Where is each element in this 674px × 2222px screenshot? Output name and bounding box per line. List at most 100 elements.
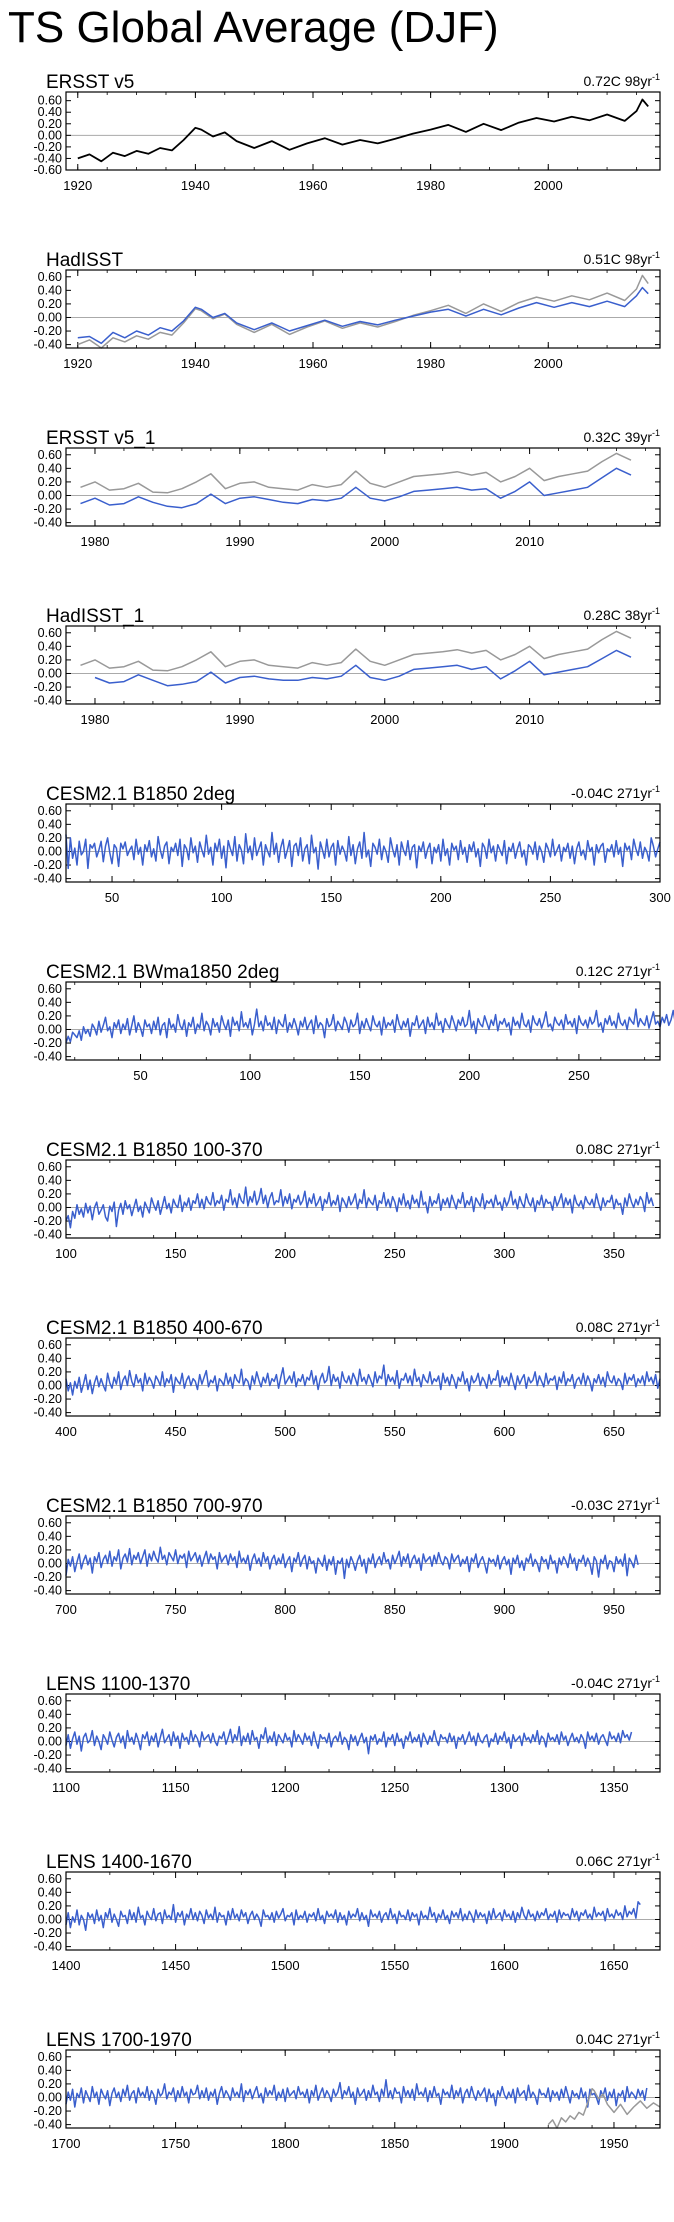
chart-panel: LENS 1700-1970 0.04C 271yr-1 0.60 0.40 0.20 0…: [0, 2020, 674, 2210]
x-tick-label: 1250: [380, 1780, 409, 1795]
panel-trend-stat: 0.12C 271yr-1: [576, 962, 660, 979]
y-tick-label: 0.00: [38, 666, 62, 680]
x-tick-label: 50: [105, 890, 119, 905]
y-tick-label: 0.40: [38, 105, 62, 119]
plot-frame: [65, 1693, 661, 1773]
y-tick-label: -0.40: [34, 1406, 63, 1420]
x-tick-label: 1990: [225, 712, 254, 727]
x-tick-label: 1550: [380, 1958, 409, 1973]
plot-frame: [65, 1159, 661, 1239]
y-tick-label: -0.20: [34, 324, 63, 338]
x-tick-label: 500: [274, 1424, 296, 1439]
panel-trend-stat: -0.04C 271yr-1: [571, 1674, 660, 1691]
series-line: [77, 98, 649, 163]
y-tick-label: -0.20: [34, 2104, 63, 2118]
y-tick-label: 0.00: [38, 310, 62, 324]
x-tick-label: 1500: [271, 1958, 300, 1973]
series-line: [80, 452, 632, 494]
panel-title: CESM2.1 B1850 2deg: [46, 784, 235, 805]
y-tick-label: 0.40: [38, 995, 62, 1009]
y-tick-label: -0.40: [34, 2118, 63, 2132]
x-tick-label: 350: [603, 1246, 625, 1261]
panel-trend-stat-exponent: -1: [652, 1496, 660, 1506]
x-tick-label: 1940: [181, 178, 210, 193]
chart-panel: CESM2.1 B1850 700-970 -0.03C 271yr-1 0.60 0…: [0, 1486, 674, 1676]
plot-frame: [65, 803, 661, 883]
x-tick-label: 950: [603, 1602, 625, 1617]
x-tick-label: 1980: [81, 534, 110, 549]
x-tick-label: 1800: [271, 2136, 300, 2151]
y-tick-label: 0.60: [38, 94, 62, 108]
chart-panel: CESM2.1 BWma1850 2deg 0.12C 271yr-1 0.60 0.…: [0, 952, 674, 1142]
series-line: [65, 1364, 661, 1396]
panel-trend-stat: 0.72C 98yr-1: [584, 72, 661, 89]
panel-trend-stat-exponent: -1: [652, 428, 660, 438]
y-tick-label: 0.20: [38, 1187, 62, 1201]
x-tick-label: 2000: [370, 534, 399, 549]
y-tick-label: 0.00: [38, 128, 62, 142]
x-tick-label: 1900: [490, 2136, 519, 2151]
y-tick-label: -0.20: [34, 502, 63, 516]
panel-title: HadISST_1: [46, 606, 144, 627]
panel-trend-stat-exponent: -1: [652, 784, 660, 794]
series-line: [65, 831, 661, 870]
y-tick-label: 0.60: [38, 1516, 62, 1530]
panel-title: CESM2.1 BWma1850 2deg: [46, 962, 279, 983]
x-tick-label: 1450: [161, 1958, 190, 1973]
x-tick-label: 100: [55, 1246, 77, 1261]
y-tick-label: -0.20: [34, 1748, 63, 1762]
x-tick-label: 1980: [416, 178, 445, 193]
panel-title: ERSST v5_1: [46, 428, 155, 449]
panel-title: HadISST: [46, 250, 123, 271]
plot-frame: [65, 447, 661, 527]
y-tick-label: 0.40: [38, 817, 62, 831]
y-tick-label: 0.60: [38, 448, 62, 462]
x-tick-label: 2000: [370, 712, 399, 727]
x-tick-label: 300: [494, 1246, 516, 1261]
series-line: [65, 1008, 674, 1044]
x-tick-label: 250: [568, 1068, 590, 1083]
series-line: [65, 1901, 641, 1932]
x-tick-label: 2000: [534, 356, 563, 371]
y-tick-label: 0.20: [38, 117, 62, 131]
panel-trend-stat-exponent: -1: [652, 606, 660, 616]
y-tick-label: 0.20: [38, 475, 62, 489]
chart-panel: CESM2.1 B1850 2deg -0.04C 271yr-1 0.60 0.40…: [0, 774, 674, 964]
plot-frame: [65, 1871, 661, 1951]
y-tick-label: -0.20: [34, 1214, 63, 1228]
y-tick-label: -0.40: [34, 151, 63, 165]
x-tick-label: 900: [494, 1602, 516, 1617]
panel-trend-stat: 0.08C 271yr-1: [576, 1318, 660, 1335]
x-tick-label: 700: [55, 1602, 77, 1617]
series-line: [77, 274, 649, 349]
chart-svg: CESM2.1 B1850 700-970 -0.03C 271yr-10.600…: [34, 1496, 661, 1617]
panel-title: CESM2.1 B1850 100-370: [46, 1140, 263, 1161]
chart-panel: LENS 1100-1370 -0.04C 271yr-1 0.60 0.40 0.20…: [0, 1664, 674, 1854]
panel-trend-stat: 0.06C 271yr-1: [576, 1852, 660, 1869]
x-tick-label: 1400: [52, 1958, 81, 1973]
chart-svg: LENS 1100-1370 -0.04C 271yr-1 0.600.400.20…: [34, 1674, 661, 1795]
chart-svg: CESM2.1 BWma1850 2deg 0.12C 271yr-10.600.…: [34, 962, 674, 1083]
chart-svg: LENS 1700-1970 0.04C 271yr-1 0.600.400.200…: [34, 2030, 661, 2151]
series-line: [80, 467, 632, 509]
y-tick-label: -0.20: [34, 1036, 63, 1050]
x-tick-label: 250: [540, 890, 562, 905]
x-tick-label: 650: [603, 1424, 625, 1439]
panel-trend-stat-exponent: -1: [652, 1852, 660, 1862]
x-tick-label: 1650: [600, 1958, 629, 1973]
y-tick-label: 0.00: [38, 1200, 62, 1214]
x-tick-label: 1300: [490, 1780, 519, 1795]
x-tick-label: 450: [165, 1424, 187, 1439]
y-tick-label: -0.40: [34, 1584, 63, 1598]
y-tick-label: 0.60: [38, 2050, 62, 2064]
panel-trend-stat: 0.04C 271yr-1: [576, 2030, 660, 2047]
panel-title: LENS 1100-1370: [46, 1674, 190, 1695]
x-tick-label: 1100: [52, 1780, 80, 1795]
x-tick-label: 200: [458, 1068, 480, 1083]
x-tick-label: 2000: [534, 178, 563, 193]
y-tick-label: 0.20: [38, 1365, 62, 1379]
x-tick-label: 550: [384, 1424, 406, 1439]
x-tick-label: 1750: [161, 2136, 190, 2151]
x-tick-label: 1350: [600, 1780, 629, 1795]
x-tick-label: 1150: [162, 1780, 190, 1795]
